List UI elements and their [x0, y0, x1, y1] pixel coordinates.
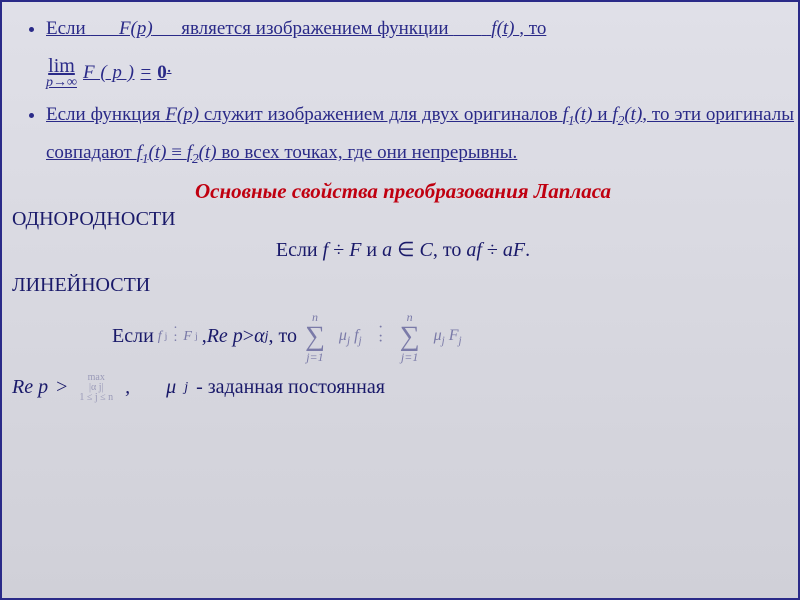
p1-f: f [323, 239, 334, 261]
ll-max: max |α j| 1 ≤ j ≤ n [79, 373, 113, 403]
b2-t1: (t) [575, 104, 593, 125]
bullet-1: Если F(p) является изображением функции … [46, 10, 794, 94]
b1-ft: f(t) [491, 18, 514, 39]
p1-aF: aF [503, 239, 525, 261]
ll-max-bot: 1 ≤ j ≤ n [79, 393, 113, 403]
b2-tb2: (t) [199, 142, 217, 163]
lim-Fp: F ( p ) [83, 54, 135, 92]
t1-mu: μ [339, 327, 347, 344]
b2-s2b: 2 [192, 151, 199, 166]
t2-j2: j [459, 335, 462, 347]
p1-in: ∈ [397, 239, 414, 261]
p1-pre: Если [276, 239, 323, 261]
p2-div-small: · [170, 329, 180, 345]
lastline: Re p > max |α j| 1 ≤ j ≤ n , μj - заданн… [12, 373, 794, 403]
p1-C: C [420, 239, 433, 261]
p1-af: af [466, 239, 487, 261]
b2-tail: во всех точках, где они непрерывны. [221, 142, 517, 163]
p2-Rep: Re p [207, 325, 243, 348]
lim-eq: = [141, 54, 152, 92]
p1-dot: . [525, 239, 530, 261]
section-title: Основные свойства преобразования Лапласа [12, 179, 794, 204]
p2-jsub: j [165, 331, 168, 342]
p1-p2: и [366, 239, 382, 261]
b2-s1b: 1 [142, 151, 149, 166]
t2-j: j [442, 335, 445, 347]
p2-pre: Если [112, 325, 154, 348]
lim-symbol: lim [48, 56, 75, 76]
sigma-1-glyph: ∑ [305, 323, 325, 351]
p2-fj: f [158, 329, 162, 345]
p2-small-eq: f j · Fj [158, 329, 198, 345]
prop2-name: ЛИНЕЙНОСТИ [12, 274, 794, 297]
b2-and: и [597, 104, 612, 125]
b1-spacer [482, 18, 487, 39]
bullet-2: Если функция F(p) служит изображением дл… [46, 96, 794, 173]
prop2-line: Если f j · Fj , Re p > αj , то n ∑ j=1 μ… [12, 311, 794, 363]
sigma-2: n ∑ j=1 [400, 311, 420, 363]
ll-tail: - заданная постоянная [196, 376, 385, 399]
p2-Fj: F [183, 329, 192, 345]
ll-gt: > [56, 376, 67, 399]
sigma-2-glyph: ∑ [400, 323, 420, 351]
ll-jsub: j [184, 380, 188, 396]
sum-div: · [376, 328, 386, 346]
sigma-1: n ∑ j=1 [305, 311, 325, 363]
lim-rhs: 0 [157, 54, 167, 92]
p2-p3: , то [268, 325, 296, 348]
t1-j2: j [359, 335, 362, 347]
p2-sum: n ∑ j=1 μj fj · n ∑ j=1 μj Fj [305, 311, 462, 363]
p1-div1: ÷ [333, 239, 349, 261]
p2-alpha: α [254, 325, 265, 348]
b1-mid1: является изображением функции [181, 18, 453, 39]
b2-t2: (t) [624, 104, 642, 125]
b2-s1: 1 [568, 113, 575, 128]
b1-pre: Если [46, 18, 90, 39]
ll-Rep: Re p [12, 376, 48, 399]
p2-jsub2: j [195, 331, 198, 342]
ll-mu: μ [166, 376, 176, 399]
prop1-line: Если f ÷ F и a ∈ C, то af ÷ aF. [12, 237, 794, 262]
t2-mu: μ [434, 327, 442, 344]
sig1-bot: j=1 [306, 351, 323, 363]
b2-Fp: F(p) [165, 104, 199, 125]
p1-a: a [382, 239, 397, 261]
p2-gt: > [243, 325, 254, 348]
b1-mid2: , то [519, 18, 546, 39]
ll-comma: , [125, 376, 130, 399]
b2-tb1: (t) [149, 142, 167, 163]
b2-pre: Если функция [46, 104, 165, 125]
b2-mid1: служит изображением для двух оригиналов [204, 104, 563, 125]
p1-div2: ÷ [487, 239, 503, 261]
t2-F: F [449, 327, 459, 344]
lim-sub: p→∞ [46, 76, 77, 90]
lim-box: lim p→∞ [46, 56, 77, 90]
lim-trail: . [167, 56, 172, 77]
b1-lim-expr: lim p→∞ F ( p ) = 0 [46, 54, 167, 94]
b1-Fp: F(p) [119, 18, 153, 39]
t1-j: j [347, 335, 350, 347]
p1-F: F [349, 239, 366, 261]
prop1-name: ОДНОРОДНОСТИ [12, 208, 794, 231]
b2-equiv: ≡ [171, 142, 186, 163]
p1-p3: , то [433, 239, 466, 261]
sum-term-1: μj fj [339, 327, 362, 347]
sig2-bot: j=1 [401, 351, 418, 363]
sum-term-2: μj Fj [434, 327, 462, 347]
